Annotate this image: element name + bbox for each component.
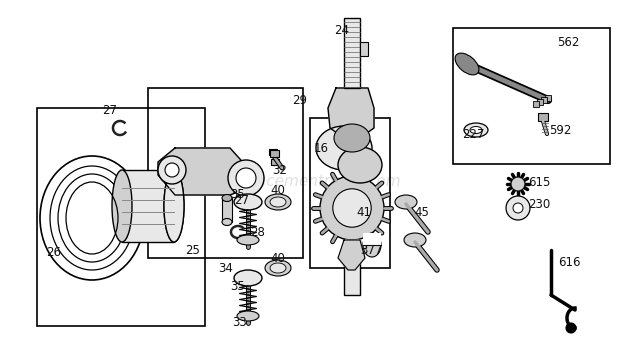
Ellipse shape <box>334 124 370 152</box>
Text: 35: 35 <box>230 188 245 201</box>
Text: 377: 377 <box>360 244 383 257</box>
Bar <box>37 108 205 326</box>
Bar <box>344 18 360 88</box>
Ellipse shape <box>470 126 482 134</box>
Bar <box>270 150 279 157</box>
Text: 45: 45 <box>414 205 429 219</box>
Ellipse shape <box>234 194 262 210</box>
Circle shape <box>566 323 576 333</box>
Ellipse shape <box>112 170 132 242</box>
Bar <box>545 95 551 101</box>
Bar <box>537 99 543 105</box>
Bar <box>148 88 303 258</box>
Text: 40: 40 <box>270 184 285 196</box>
Text: 227: 227 <box>462 127 484 140</box>
Ellipse shape <box>265 194 291 210</box>
Text: 29: 29 <box>292 94 307 106</box>
Text: 35: 35 <box>230 280 245 293</box>
Text: 33: 33 <box>232 317 247 330</box>
Ellipse shape <box>455 53 479 75</box>
Circle shape <box>165 163 179 177</box>
Text: ereplacementparts.com: ereplacementparts.com <box>219 174 401 189</box>
Bar <box>122 170 174 242</box>
Ellipse shape <box>395 195 417 209</box>
Ellipse shape <box>270 263 286 273</box>
Ellipse shape <box>164 170 184 242</box>
Ellipse shape <box>270 197 286 207</box>
Text: 27: 27 <box>234 193 249 207</box>
Ellipse shape <box>363 233 381 257</box>
Bar <box>222 198 232 222</box>
Bar <box>541 97 547 103</box>
Text: 615: 615 <box>528 175 551 188</box>
Ellipse shape <box>237 311 259 321</box>
Circle shape <box>513 203 523 213</box>
Text: 40: 40 <box>270 252 285 265</box>
Circle shape <box>236 168 256 188</box>
Text: 616: 616 <box>558 257 580 269</box>
Ellipse shape <box>164 170 184 242</box>
Ellipse shape <box>464 123 488 137</box>
Bar <box>271 159 279 165</box>
Text: 34: 34 <box>218 261 233 274</box>
Ellipse shape <box>316 126 372 170</box>
Polygon shape <box>338 240 365 270</box>
Circle shape <box>511 177 525 191</box>
Text: 27: 27 <box>102 103 117 117</box>
Text: 28: 28 <box>250 225 265 238</box>
Text: 562: 562 <box>557 37 579 49</box>
Circle shape <box>333 189 371 227</box>
Ellipse shape <box>237 235 259 245</box>
Bar <box>363 233 381 245</box>
Ellipse shape <box>222 219 232 225</box>
Text: 41: 41 <box>356 207 371 220</box>
Bar <box>538 113 548 121</box>
Bar <box>533 101 539 107</box>
Polygon shape <box>328 88 374 138</box>
Ellipse shape <box>234 270 262 286</box>
Text: 24: 24 <box>334 24 349 37</box>
Polygon shape <box>158 148 248 195</box>
Circle shape <box>228 160 264 196</box>
Bar <box>360 42 368 56</box>
Text: 592: 592 <box>549 123 572 136</box>
Ellipse shape <box>338 147 382 183</box>
Bar <box>269 149 277 155</box>
Text: 32: 32 <box>272 163 287 176</box>
Text: 26: 26 <box>46 245 61 258</box>
Circle shape <box>320 176 384 240</box>
Bar <box>453 28 610 164</box>
Ellipse shape <box>222 195 232 201</box>
Circle shape <box>506 196 530 220</box>
Bar <box>344 240 360 295</box>
Ellipse shape <box>404 233 426 247</box>
Text: 16: 16 <box>314 142 329 155</box>
Ellipse shape <box>265 260 291 276</box>
Text: 25: 25 <box>185 244 200 257</box>
Bar <box>310 118 390 268</box>
Circle shape <box>158 156 186 184</box>
Text: 230: 230 <box>528 199 551 212</box>
